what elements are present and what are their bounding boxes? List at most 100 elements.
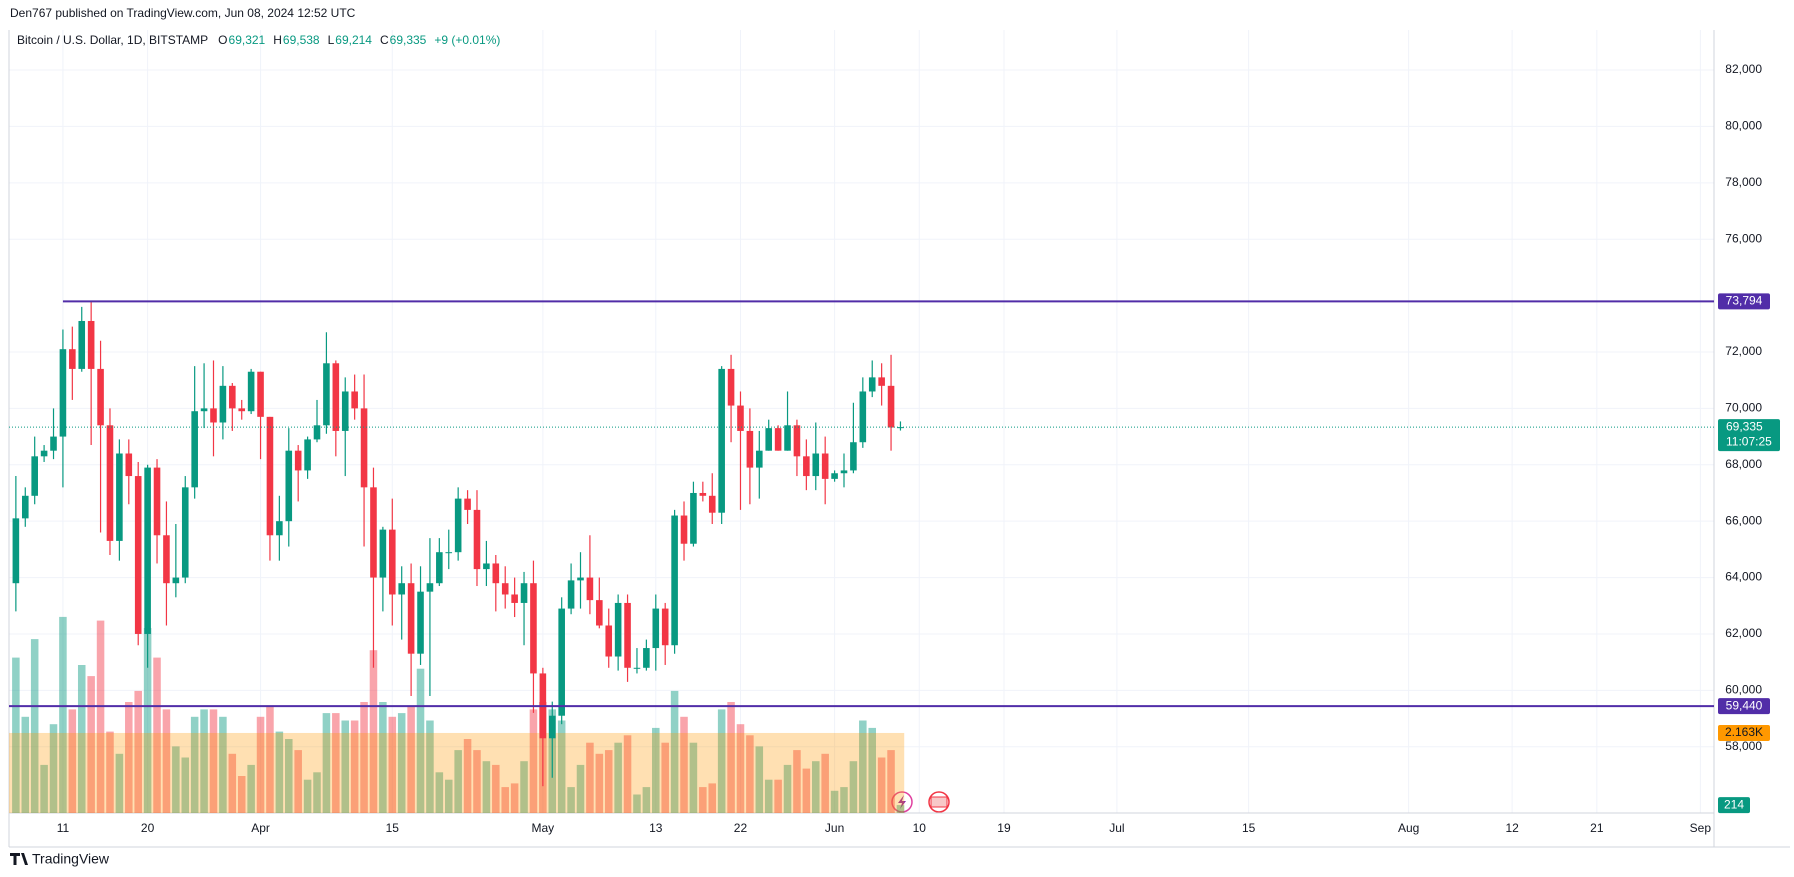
candle-body [831,473,838,479]
x-tick-label: Jul [1109,821,1124,835]
event-icon-bolt [898,795,906,809]
volume-bar [237,776,246,813]
volume-bar [633,794,641,813]
volume-bar [59,616,67,813]
candle-body [812,453,820,477]
candle-body [464,498,471,510]
logo-mark [10,853,28,865]
candle-body [821,453,829,479]
volume-bar [247,764,255,813]
volume-bar [369,650,378,813]
candle-body [454,498,462,553]
chart-title: Bitcoin / U.S. Dollar, 1D, BITSTAMP [17,33,208,47]
candle-body [97,368,104,426]
candle-body [699,492,707,496]
volume-bar [153,657,161,813]
candle-body [577,577,584,581]
volume-bar [755,746,764,813]
candle-body [229,385,236,409]
countdown-label: 11:07:25 [1726,434,1772,448]
volume-bar [501,787,509,813]
level-label: 59,440 [1726,698,1763,712]
volume-bar [285,739,293,813]
y-tick-label: 72,000 [1725,344,1762,358]
event-icon-flag [930,796,948,808]
volume-bar [266,705,274,813]
volume-bar [567,787,575,813]
volume-bar [783,764,792,813]
volume-bar [614,742,622,813]
volume-bar [294,750,302,813]
volume-bar [190,716,199,813]
candle-body [643,648,650,668]
candle-body [548,715,556,739]
candle-body [624,602,631,668]
candle-body [868,377,876,392]
x-tick-label: 20 [141,821,155,835]
candle-body [774,428,782,451]
candle-body [492,563,500,584]
legend-value: 69,214 [335,33,372,47]
candle-body [59,349,67,437]
candle-body [388,529,396,595]
volume-bar [859,720,867,813]
volume-bar [661,742,669,813]
candle-body [294,450,302,471]
volume-bar [849,761,858,813]
legend-key: C [380,33,389,47]
candle-body [520,583,528,603]
candle-body [78,320,86,369]
event-icons [891,791,950,813]
volume-bar [670,690,679,813]
volume-bar [49,724,58,813]
legend-key: L [328,33,335,47]
volume-bar [830,790,839,813]
volume-bar [896,805,905,813]
x-tick-label: Aug [1398,821,1419,835]
volume-bar [840,787,848,813]
volume-bar [595,753,604,813]
volume-bar [454,750,462,813]
volume-bar [868,727,876,813]
volume-bar [228,753,237,813]
volume-bar [21,716,30,813]
volume-bar [397,713,406,813]
volume-bar [219,716,227,813]
volume-bar [313,772,321,813]
volume-bar [30,639,39,813]
candle-body [596,600,603,626]
x-tick-label: Jun [825,821,844,835]
candle-body [407,583,415,654]
x-tick-label: 19 [997,821,1011,835]
volume-bar [764,779,773,813]
candle-body [530,583,537,674]
volume-ma-band [9,732,905,813]
volume-bar [435,772,444,813]
volume-bar [492,764,500,813]
candle-body [850,442,857,471]
x-tick-label: 22 [734,821,748,835]
candle-body [40,450,48,457]
y-tick-label: 78,000 [1725,175,1762,189]
candle-body [718,368,725,513]
candle-body [360,408,368,488]
candle-body [784,425,791,451]
volume-bar [200,709,208,813]
y-tick-label: 76,000 [1725,231,1762,245]
volume-bar [689,742,698,813]
level-label-box [1718,293,1770,310]
candle-body [793,425,801,457]
x-tick-label: 21 [1590,821,1604,835]
volume-bar [604,750,613,813]
volume-bar [68,709,77,813]
legend-value: 69,538 [283,33,320,47]
candle-body [671,515,678,646]
volume-bar [172,746,180,813]
volume-bar [162,709,171,813]
candle-body [125,453,133,477]
legend-value: 69,321 [229,33,266,47]
candle-body [69,349,76,369]
volume-bar [379,702,387,813]
volume-bar [332,713,340,813]
